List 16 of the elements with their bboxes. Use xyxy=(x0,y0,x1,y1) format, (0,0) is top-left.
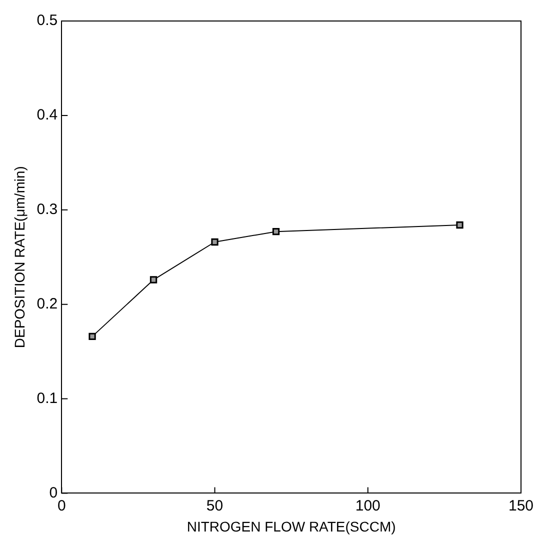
y-tick-label: 0.1 xyxy=(36,390,58,407)
point xyxy=(150,276,158,284)
y-tick-label: 0.2 xyxy=(36,295,58,312)
y-tick-label: 0.3 xyxy=(36,201,58,218)
x-axis-title: NITROGEN FLOW RATE(SCCM) xyxy=(186,518,396,534)
y-tick-label: 0.5 xyxy=(36,12,58,30)
y-axis-title: DEPOSITION RATE(μm/min) xyxy=(11,166,28,348)
point xyxy=(456,221,464,229)
x-tick-label: 100 xyxy=(355,497,380,514)
x-tick-label: 150 xyxy=(508,497,534,514)
point xyxy=(88,332,96,340)
x-tick-label: 50 xyxy=(206,497,224,514)
y-tick-label: 0 xyxy=(49,484,58,502)
point xyxy=(272,228,280,236)
y-tick-label: 0.4 xyxy=(36,106,58,124)
point xyxy=(211,238,218,246)
